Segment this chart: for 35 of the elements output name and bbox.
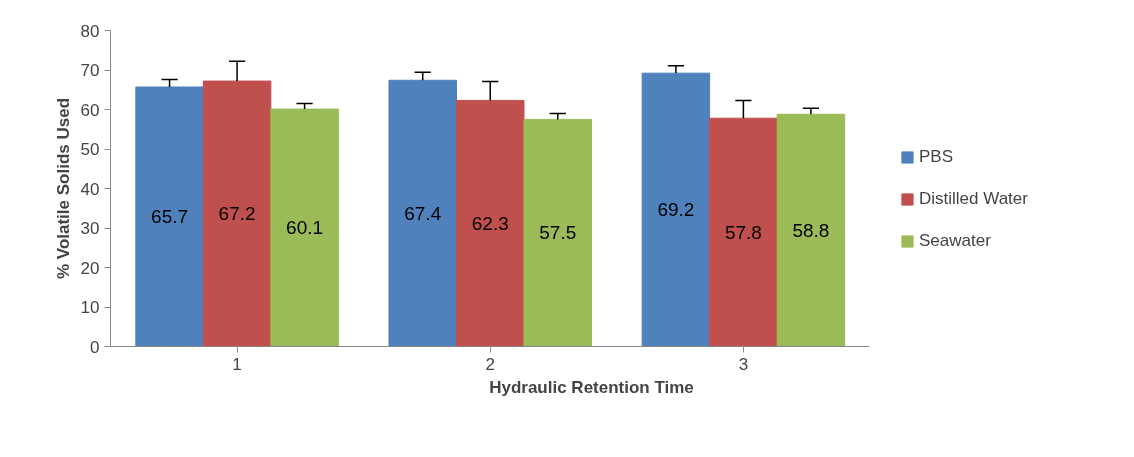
y-tick-label: 80 — [80, 21, 100, 41]
data-label: 67.2 — [218, 203, 256, 225]
data-label: 58.8 — [792, 219, 830, 241]
y-tick-label: 50 — [80, 140, 100, 159]
y-tick-label: 40 — [80, 179, 100, 199]
legend-label: Seawater — [919, 231, 991, 251]
data-label: 57.5 — [539, 222, 577, 244]
data-label: 62.3 — [471, 212, 509, 234]
y-tick-label: 30 — [80, 219, 100, 238]
data-label: 57.8 — [724, 221, 762, 243]
bar — [202, 80, 272, 347]
bar — [388, 79, 457, 347]
data-label: 69.2 — [657, 199, 695, 221]
y-tick-label: 60 — [80, 100, 100, 120]
y-tick-label: 0 — [90, 337, 100, 357]
data-label: 65.7 — [151, 206, 189, 228]
bar — [709, 117, 778, 347]
x-axis-title: Hydraulic Retention Time — [489, 377, 694, 397]
bar — [270, 108, 339, 347]
bar — [641, 72, 711, 347]
bar — [776, 113, 846, 347]
bar — [135, 86, 204, 347]
data-label: 67.4 — [404, 202, 442, 224]
y-tick-label: 20 — [80, 258, 100, 278]
y-tick-label: 70 — [80, 61, 100, 80]
data-label: 60.1 — [286, 217, 324, 239]
y-axis-title: % Volatile Solids Used — [53, 97, 73, 280]
bar — [523, 118, 592, 347]
legend-label: Distilled Water — [919, 189, 1028, 209]
y-tick-label: 10 — [80, 298, 100, 317]
x-tick-label: 2 — [485, 354, 495, 374]
x-tick-label: 1 — [232, 354, 242, 374]
x-tick-label: 3 — [738, 354, 749, 374]
legend-label: PBS — [919, 147, 954, 167]
bar — [455, 99, 525, 347]
